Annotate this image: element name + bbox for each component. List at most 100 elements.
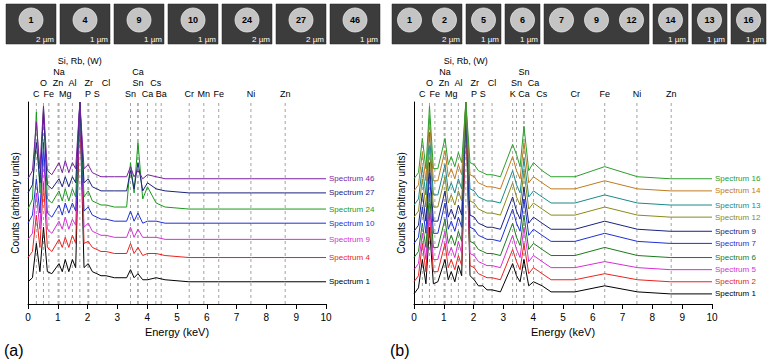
svg-text:Ca: Ca xyxy=(528,78,540,88)
svg-text:O: O xyxy=(40,78,47,88)
svg-text:Spectrum 27: Spectrum 27 xyxy=(329,188,375,197)
svg-text:Cr: Cr xyxy=(570,89,580,99)
svg-text:1 µm: 1 µm xyxy=(707,35,725,44)
svg-text:Spectrum 12: Spectrum 12 xyxy=(715,213,761,222)
svg-text:5: 5 xyxy=(560,312,566,323)
svg-text:0: 0 xyxy=(411,312,417,323)
svg-text:Mg: Mg xyxy=(445,89,458,99)
svg-text:Mn: Mn xyxy=(198,89,211,99)
svg-text:Energy (keV): Energy (keV) xyxy=(531,326,595,338)
svg-text:Mg: Mg xyxy=(59,89,72,99)
svg-text:3: 3 xyxy=(115,312,121,323)
svg-text:Cs: Cs xyxy=(536,89,547,99)
svg-text:7: 7 xyxy=(559,15,564,25)
svg-text:P: P xyxy=(471,89,477,99)
svg-text:(a): (a) xyxy=(4,342,24,359)
svg-text:2: 2 xyxy=(442,15,447,25)
svg-text:Cs: Cs xyxy=(150,78,161,88)
svg-text:2 µm: 2 µm xyxy=(36,35,54,44)
svg-text:1: 1 xyxy=(407,15,412,25)
svg-text:K: K xyxy=(510,89,516,99)
svg-text:Sn: Sn xyxy=(511,78,522,88)
svg-text:2: 2 xyxy=(85,312,91,323)
svg-text:2 µm: 2 µm xyxy=(252,35,270,44)
svg-text:Counts (arbitrary units): Counts (arbitrary units) xyxy=(396,152,407,254)
svg-text:Cl: Cl xyxy=(102,78,111,88)
svg-text:7: 7 xyxy=(620,312,626,323)
svg-text:Cl: Cl xyxy=(488,78,497,88)
svg-text:Sn: Sn xyxy=(125,89,136,99)
svg-text:Cr: Cr xyxy=(184,89,194,99)
svg-text:24: 24 xyxy=(242,15,252,25)
svg-text:Spectrum 7: Spectrum 7 xyxy=(715,239,756,248)
svg-text:3: 3 xyxy=(501,312,507,323)
svg-text:4: 4 xyxy=(82,15,87,25)
svg-text:Ca: Ca xyxy=(132,67,144,77)
svg-text:Zr: Zr xyxy=(471,78,480,88)
svg-text:Spectrum 16: Spectrum 16 xyxy=(715,174,761,183)
svg-text:Zn: Zn xyxy=(666,89,677,99)
svg-text:Spectrum 1: Spectrum 1 xyxy=(329,277,370,286)
svg-text:46: 46 xyxy=(350,15,360,25)
svg-text:Spectrum 4: Spectrum 4 xyxy=(329,253,370,262)
svg-text:6: 6 xyxy=(204,312,210,323)
svg-text:Zn: Zn xyxy=(53,78,64,88)
svg-text:Ca: Ca xyxy=(518,89,530,99)
svg-text:Spectrum 14: Spectrum 14 xyxy=(715,186,761,195)
svg-text:Zn: Zn xyxy=(280,89,291,99)
svg-text:2: 2 xyxy=(471,312,477,323)
svg-text:Spectrum 2: Spectrum 2 xyxy=(715,277,756,286)
svg-text:S: S xyxy=(94,89,100,99)
svg-text:Spectrum 6: Spectrum 6 xyxy=(715,253,756,262)
svg-text:1: 1 xyxy=(441,312,447,323)
svg-text:Na: Na xyxy=(53,67,65,77)
svg-text:Spectrum 5: Spectrum 5 xyxy=(715,265,756,274)
svg-text:12: 12 xyxy=(626,15,636,25)
svg-text:1 µm: 1 µm xyxy=(746,35,764,44)
svg-text:2 µm: 2 µm xyxy=(442,35,460,44)
svg-text:6: 6 xyxy=(590,312,596,323)
svg-text:1: 1 xyxy=(55,312,61,323)
svg-text:C: C xyxy=(33,89,40,99)
svg-text:Counts (arbitrary units): Counts (arbitrary units) xyxy=(10,152,21,254)
svg-text:1 µm: 1 µm xyxy=(520,35,538,44)
svg-text:Spectrum 46: Spectrum 46 xyxy=(329,174,375,183)
svg-text:Al: Al xyxy=(454,78,462,88)
svg-text:27: 27 xyxy=(296,15,306,25)
svg-text:C: C xyxy=(419,89,426,99)
svg-text:Na: Na xyxy=(439,67,451,77)
svg-text:1 µm: 1 µm xyxy=(360,35,378,44)
svg-text:(b): (b) xyxy=(390,342,410,359)
svg-text:Zr: Zr xyxy=(85,78,94,88)
svg-text:Fe: Fe xyxy=(213,89,224,99)
svg-text:Si, Rb, (W): Si, Rb, (W) xyxy=(444,56,488,66)
svg-text:4: 4 xyxy=(530,312,536,323)
svg-text:2 µm: 2 µm xyxy=(306,35,324,44)
svg-text:Al: Al xyxy=(68,78,76,88)
svg-text:9: 9 xyxy=(679,312,685,323)
svg-text:P: P xyxy=(85,89,91,99)
svg-text:S: S xyxy=(480,89,486,99)
svg-text:14: 14 xyxy=(665,15,675,25)
svg-text:1 µm: 1 µm xyxy=(668,35,686,44)
svg-text:16: 16 xyxy=(743,15,753,25)
svg-text:Spectrum 1: Spectrum 1 xyxy=(715,289,756,298)
svg-text:9: 9 xyxy=(136,15,141,25)
svg-text:Energy (keV): Energy (keV) xyxy=(145,326,209,338)
svg-text:13: 13 xyxy=(704,15,714,25)
svg-text:9: 9 xyxy=(594,15,599,25)
svg-text:Spectrum 9: Spectrum 9 xyxy=(715,227,756,236)
svg-text:Zn: Zn xyxy=(439,78,450,88)
svg-text:1 µm: 1 µm xyxy=(198,35,216,44)
svg-text:Fe: Fe xyxy=(599,89,610,99)
svg-text:1 µm: 1 µm xyxy=(144,35,162,44)
svg-text:Ni: Ni xyxy=(247,89,256,99)
svg-text:8: 8 xyxy=(650,312,656,323)
svg-text:4: 4 xyxy=(144,312,150,323)
svg-text:5: 5 xyxy=(481,15,486,25)
svg-text:Spectrum 24: Spectrum 24 xyxy=(329,205,375,214)
svg-text:Spectrum 10: Spectrum 10 xyxy=(329,219,375,228)
svg-text:O: O xyxy=(426,78,433,88)
svg-text:1 µm: 1 µm xyxy=(481,35,499,44)
svg-text:10: 10 xyxy=(706,312,718,323)
